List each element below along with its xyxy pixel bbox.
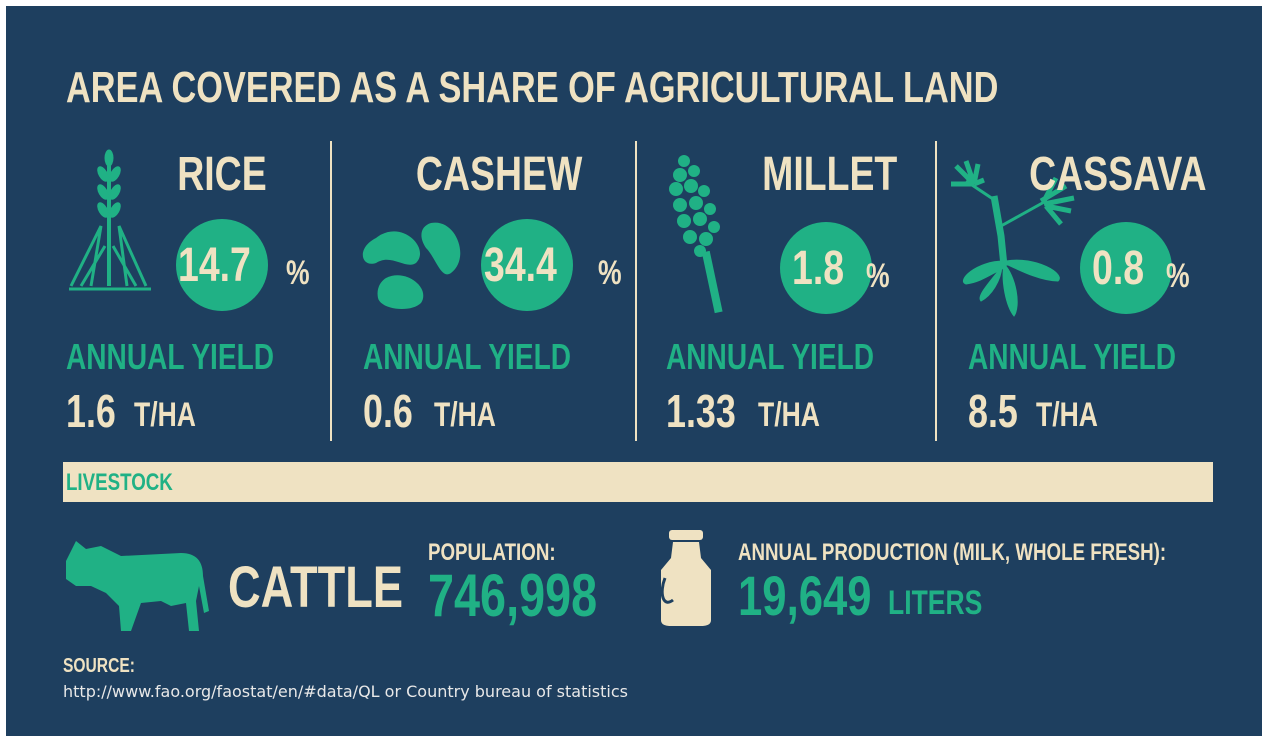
- infographic: AREA COVERED AS A SHARE OF AGRICULTURAL …: [6, 6, 1262, 736]
- cassava-icon: [951, 160, 1075, 317]
- share-value: 34.4: [484, 239, 557, 292]
- share-value: 0.8: [1092, 242, 1145, 295]
- crop-name: CASHEW: [415, 148, 582, 201]
- crop-name: MILLET: [761, 148, 897, 201]
- yield-unit: T/HA: [758, 396, 820, 434]
- yield-unit: T/HA: [134, 396, 196, 434]
- population-value: 746,998: [428, 562, 598, 629]
- cow-icon: [66, 541, 209, 631]
- section-bar: [63, 462, 1213, 502]
- yield-unit: T/HA: [434, 396, 496, 434]
- yield-label: ANNUAL YIELD: [363, 336, 572, 377]
- share-unit: %: [866, 257, 890, 295]
- share-value: 1.8: [792, 242, 845, 295]
- divider: [635, 141, 637, 441]
- yield-value: 0.6: [363, 385, 413, 437]
- source-text: http://www.fao.org/faostat/en/#data/QL o…: [63, 682, 628, 701]
- source-label: SOURCE:: [63, 655, 135, 677]
- share-circle: [780, 222, 872, 314]
- share-value: 14.7: [178, 239, 251, 292]
- yield-label: ANNUAL YIELD: [666, 336, 875, 377]
- yield-value: 1.33: [666, 385, 736, 437]
- crop-name: CASSAVA: [1029, 148, 1207, 201]
- share-unit: %: [598, 254, 622, 292]
- section-title: LIVESTOCK: [66, 469, 173, 496]
- rice-icon: [69, 149, 151, 291]
- yield-value: 1.6: [66, 385, 116, 437]
- animal-name: CATTLE: [228, 555, 404, 620]
- production-unit: LITERS: [888, 584, 983, 622]
- milk-can-icon: [660, 530, 711, 626]
- cashew-icon: [362, 222, 461, 310]
- millet-icon: [669, 155, 723, 314]
- yield-label: ANNUAL YIELD: [968, 336, 1177, 377]
- divider: [935, 141, 937, 441]
- production-value: 19,649: [738, 564, 872, 627]
- crop-name: RICE: [177, 148, 267, 201]
- yield-unit: T/HA: [1036, 396, 1098, 434]
- share-circle: [176, 219, 268, 311]
- yield-value: 8.5: [968, 385, 1018, 437]
- yield-label: ANNUAL YIELD: [66, 336, 275, 377]
- divider: [330, 141, 332, 441]
- share-unit: %: [286, 254, 310, 292]
- population-label: POPULATION:: [428, 539, 556, 566]
- share-unit: %: [1166, 257, 1190, 295]
- title: AREA COVERED AS A SHARE OF AGRICULTURAL …: [66, 63, 999, 112]
- share-circle: [481, 219, 573, 311]
- production-label: ANNUAL PRODUCTION (MILK, WHOLE FRESH):: [738, 539, 1167, 566]
- share-circle: [1080, 222, 1172, 314]
